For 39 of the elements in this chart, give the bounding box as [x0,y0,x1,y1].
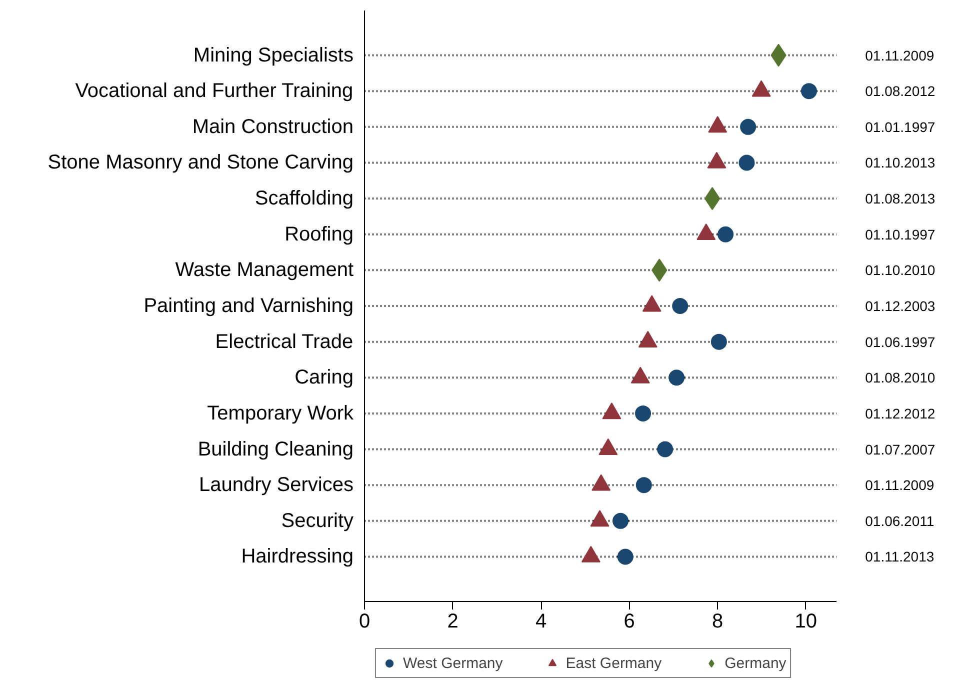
x-tick-label: 2 [447,610,458,632]
legend-label: West Germany [403,654,503,672]
y-tick-label: Painting and Varnishing [144,295,354,317]
y-tick-label: Mining Specialists [193,44,354,66]
y-tick-label: Scaffolding [254,188,354,210]
y-tick-label: Building Cleaning [198,438,354,460]
y-tick-label: Caring [294,366,354,389]
text: 01.01.1997 [865,118,936,135]
y-tick-label: Electrical Trade [215,330,354,353]
y-tick-label: Vocational and Further Training [75,80,354,102]
y-tick-label: Roofing [284,223,354,246]
text: 01.12.2003 [865,298,936,314]
text: 01.10.2010 [865,262,936,278]
x-tick-label: 10 [794,610,818,632]
legend-label: East Germany [566,654,662,672]
text: 01.06.2011 [865,512,934,529]
text: 01.07.2007 [865,441,936,458]
text: 01.11.2013 [865,548,934,565]
y-tick-label: Hairdressing [241,546,354,568]
y-tick-label: Security [281,510,354,532]
x-tick-label: 0 [358,610,370,632]
legend-label: Germany [724,654,786,672]
x-tick-label: 4 [535,610,547,632]
x-tick-label: 6 [624,610,635,632]
text: 01.06.1997 [865,334,936,350]
text: 01.10.1997 [865,226,936,242]
y-tick-label: Laundry Services [198,474,354,496]
x-tick-label: 8 [712,610,724,632]
y-tick-label: Main Construction [192,116,354,138]
text: 01.11.2009 [865,477,934,494]
y-tick-label: Temporary Work [207,402,354,424]
text: 01.08.2013 [865,190,936,207]
text: 01.08.2012 [865,83,936,100]
text: 01.10.2013 [865,154,936,171]
text: 01.12.2012 [865,405,936,422]
y-tick-label: Stone Masonry and Stone Carving [48,152,354,174]
y-tick-label: Waste Management [175,259,354,282]
text: 01.11.2009 [865,47,934,64]
text: 01.08.2010 [865,370,936,386]
